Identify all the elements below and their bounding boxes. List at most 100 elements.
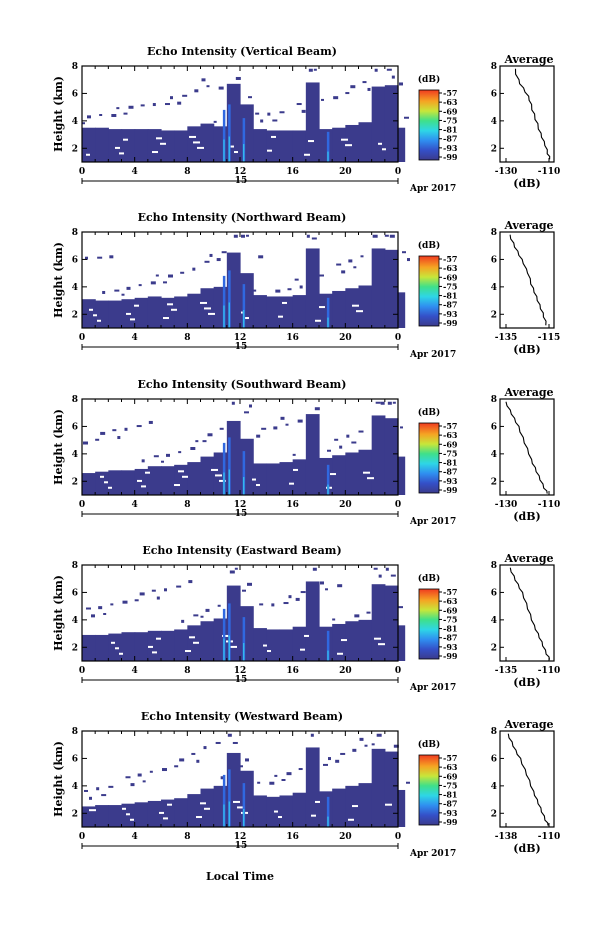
- panel-title: Echo Intensity (Vertical Beam): [147, 45, 337, 58]
- echo-column: [292, 130, 307, 162]
- echo-speckle: [128, 105, 134, 109]
- colorbar-tick-label: -75: [443, 448, 457, 458]
- average-profile-line: [505, 401, 548, 494]
- colorbar-tick-label: -75: [443, 614, 457, 624]
- average-panel: Average 2 4 6 8 -130 -110(dB): [491, 386, 561, 523]
- average-frame: [499, 231, 555, 329]
- y-tick-label: 6: [72, 422, 78, 432]
- echo-column: [279, 296, 294, 328]
- echo-speckle: [110, 603, 114, 606]
- echo-speckle: [148, 420, 153, 424]
- echo-column: [108, 300, 123, 328]
- echo-speckle: [308, 68, 313, 72]
- echo-speckle: [261, 427, 267, 430]
- echo-speckle: [149, 770, 153, 773]
- echo-streak: [228, 104, 231, 162]
- echo-speckle: [393, 744, 399, 748]
- echo-speckle: [353, 266, 357, 269]
- echo-gap: [189, 636, 195, 639]
- echo-gap: [352, 304, 359, 307]
- echo-speckle: [242, 589, 246, 592]
- echo-speckle: [97, 256, 103, 259]
- echo-column: [147, 466, 162, 495]
- echo-gap: [341, 639, 347, 642]
- average-x-label: (dB): [513, 343, 540, 356]
- colorbar-tick-label: -57: [443, 421, 457, 431]
- echo-speckle: [205, 608, 210, 612]
- x-tick-label: 16: [286, 832, 299, 842]
- echo-speckle: [217, 604, 221, 607]
- echo-speckle: [108, 785, 114, 788]
- echo-speckle: [334, 438, 339, 441]
- y-tick-label: 2: [72, 310, 78, 320]
- echo-speckle: [364, 744, 368, 747]
- average-panel: Average 2 4 6 8 -135 -115(dB): [491, 219, 561, 356]
- x-tick-label: 12: [234, 167, 247, 177]
- echo-gap: [378, 643, 385, 646]
- x-tick-label: 8: [184, 832, 190, 842]
- echo-speckle: [378, 574, 382, 578]
- echo-speckle: [274, 774, 278, 777]
- average-profile-line: [514, 68, 551, 160]
- echo-speckle: [273, 426, 278, 430]
- colorbar-unit: (dB): [418, 573, 440, 584]
- echo-streak-core: [223, 305, 225, 328]
- echo-gap: [115, 146, 120, 149]
- echo-gap: [152, 151, 158, 154]
- y-tick-label: 8: [72, 561, 78, 571]
- x-tick-label: 0: [79, 167, 85, 177]
- echo-speckle: [91, 614, 95, 618]
- echo-streak-core: [223, 139, 225, 162]
- colorbar-tick-label: -93: [443, 808, 458, 818]
- echo-streak-core: [223, 472, 225, 495]
- x-tick-label: 20: [339, 333, 352, 343]
- echo-streak-core: [228, 302, 230, 328]
- echo-column: [174, 798, 188, 827]
- echo-speckle: [371, 743, 375, 746]
- echo-column: [292, 626, 307, 661]
- echo-gap: [278, 315, 283, 318]
- average-x-tick-label: -138: [495, 832, 518, 842]
- average-panel: Average 2 4 6 8 -138 -110(dB): [491, 718, 561, 855]
- echo-speckle: [387, 401, 392, 405]
- echo-speckle: [114, 289, 120, 292]
- echo-column: [134, 632, 149, 661]
- colorbar-tick-label: -81: [443, 790, 457, 800]
- echo-speckle: [311, 237, 317, 240]
- echo-speckle: [348, 259, 353, 263]
- echo-speckle: [190, 447, 196, 450]
- x-tick-label: 12: [234, 333, 247, 343]
- echo-speckle: [272, 119, 278, 122]
- echo-speckle: [182, 94, 188, 97]
- average-y-tick-label: 6: [491, 89, 497, 99]
- echo-speckle: [206, 85, 210, 88]
- x-tick-label: 0: [79, 832, 85, 842]
- echo-gap: [89, 809, 96, 812]
- colorbar-tick-label: -75: [443, 780, 457, 790]
- x-tick-label: 12: [234, 500, 247, 510]
- echo-speckle: [233, 234, 238, 238]
- echo-column: [345, 288, 360, 328]
- average-y-tick-label: 4: [491, 616, 497, 626]
- x-tick-label: 0: [395, 500, 401, 510]
- echo-speckle: [269, 781, 275, 785]
- average-y-tick-label: 4: [491, 782, 497, 792]
- colorbar-tick-label: -69: [443, 272, 458, 282]
- echo-speckle: [192, 267, 196, 271]
- average-title: Average: [503, 53, 553, 66]
- echo-column: [292, 459, 307, 495]
- echo-streak: [228, 270, 231, 328]
- echo-speckle: [200, 615, 204, 618]
- echo-gap: [293, 468, 298, 471]
- echo-speckle: [362, 81, 367, 84]
- echo-gap: [348, 818, 354, 821]
- average-title: Average: [503, 219, 553, 232]
- y-tick-label: 8: [72, 395, 78, 405]
- echo-speckle: [279, 111, 285, 114]
- echo-column: [319, 293, 333, 328]
- y-tick-label: 4: [72, 616, 78, 626]
- x-tick-label: 4: [132, 832, 138, 842]
- average-title: Average: [503, 718, 553, 731]
- echo-speckle: [134, 599, 139, 602]
